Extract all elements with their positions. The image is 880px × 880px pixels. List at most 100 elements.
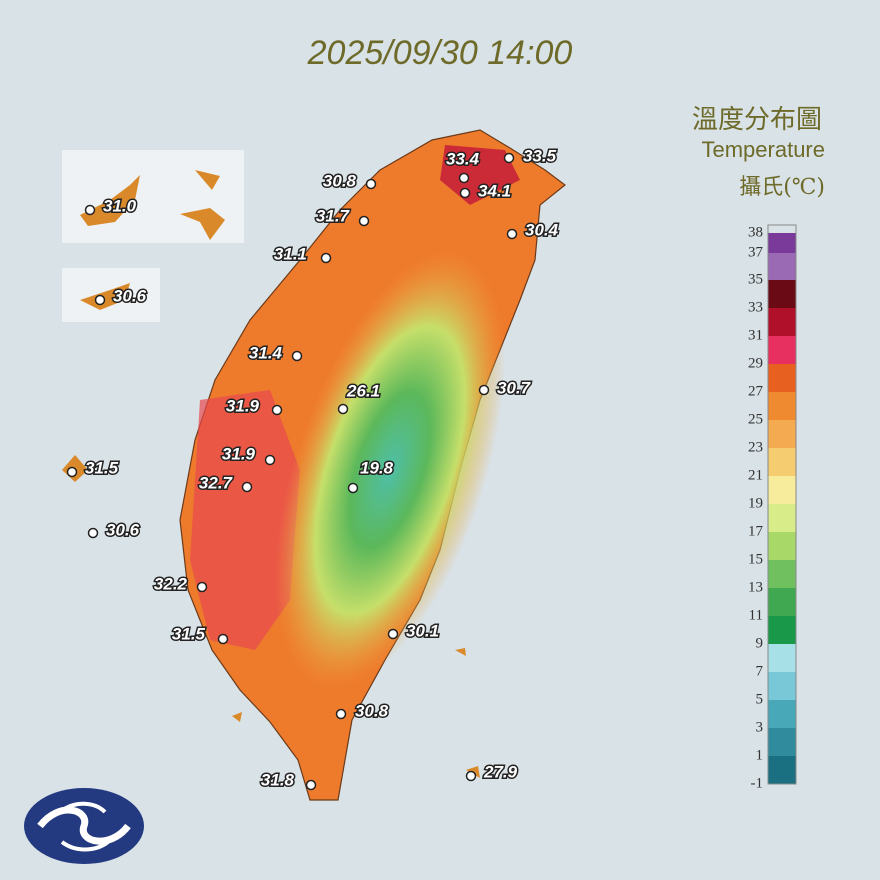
legend-swatch <box>768 364 796 392</box>
station-temperature: 31.5 <box>85 458 119 477</box>
station-temperature: 31.0 <box>103 196 137 215</box>
station-dot <box>94 294 106 306</box>
legend-swatch <box>768 588 796 616</box>
station-dot <box>320 252 332 264</box>
station-temperature: 30.1 <box>406 621 439 640</box>
station-temperature: 26.1 <box>346 381 380 400</box>
station-dot <box>347 482 359 494</box>
station-dot <box>271 404 283 416</box>
station-dot <box>291 350 303 362</box>
station-temperature: 19.8 <box>360 458 394 477</box>
station-temperature: 31.8 <box>261 770 295 789</box>
station-temperature: 33.4 <box>446 149 480 168</box>
station-temperature: 30.6 <box>113 286 147 305</box>
station-temperature: 33.5 <box>523 146 557 165</box>
station-dot <box>264 454 276 466</box>
legend-tick-label: 19 <box>748 495 763 511</box>
legend-tick-label: 35 <box>748 271 763 287</box>
station-dot <box>241 481 253 493</box>
station-temperature: 30.8 <box>323 171 357 190</box>
legend-tick-label: 11 <box>749 607 763 623</box>
legend-tick-label: 29 <box>748 355 763 371</box>
legend-tick-label: 17 <box>748 523 764 539</box>
legend-swatch <box>768 504 796 532</box>
legend-tick-label: 9 <box>756 635 764 651</box>
station-temperature: 31.5 <box>172 624 206 643</box>
legend-swatch <box>768 532 796 560</box>
legend-swatch <box>768 336 796 364</box>
legend-swatch <box>768 756 796 784</box>
legend-swatch <box>768 728 796 756</box>
legend-tick-label: 1 <box>756 747 764 763</box>
hot-region <box>440 145 520 205</box>
station-temperature: 31.7 <box>316 206 351 225</box>
station-dot <box>506 228 518 240</box>
legend-tick-label: 3 <box>756 719 764 735</box>
station-temperature: 34.1 <box>478 181 511 200</box>
legend-tick-label: 7 <box>756 663 764 679</box>
station-temperature: 31.9 <box>226 396 260 415</box>
station-temperature: 30.6 <box>106 520 140 539</box>
legend-swatch <box>768 392 796 420</box>
station-dot <box>358 215 370 227</box>
station-dot <box>387 628 399 640</box>
legend-tick-label: -1 <box>751 775 764 791</box>
legend-swatch <box>768 616 796 644</box>
legend-tick-label: 27 <box>748 383 764 399</box>
legend-swatch <box>768 476 796 504</box>
legend-swatch <box>768 280 796 308</box>
legend-swatch <box>768 308 796 336</box>
legend-swatch <box>768 420 796 448</box>
legend-subtitle: Temperature <box>701 137 825 162</box>
station-temperature: 31.9 <box>222 444 256 463</box>
legend-tick-label: 5 <box>756 691 764 707</box>
legend-tick-label: 38 <box>748 224 763 240</box>
legend-tick-label: 37 <box>748 244 764 260</box>
station-temperature: 30.7 <box>497 378 532 397</box>
island <box>80 170 225 240</box>
hot-region <box>190 390 300 650</box>
station-dot <box>305 779 317 791</box>
station-dot <box>335 708 347 720</box>
legend-unit: 攝氏(℃) <box>739 175 825 200</box>
station-temperature: 31.1 <box>274 244 307 263</box>
legend-swatch <box>768 253 796 280</box>
station-dot <box>503 152 515 164</box>
station-dot <box>217 633 229 645</box>
legend-tick-label: 13 <box>748 579 763 595</box>
station-dot <box>458 172 470 184</box>
legend-swatch <box>768 700 796 728</box>
station-dot <box>196 581 208 593</box>
station-dot <box>337 403 349 415</box>
station-dot <box>478 384 490 396</box>
logo <box>24 788 144 864</box>
station-dot <box>84 204 96 216</box>
legend-swatch <box>768 672 796 700</box>
station-dot <box>365 178 377 190</box>
station-temperature: 30.4 <box>525 220 559 239</box>
legend-swatch <box>768 448 796 476</box>
legend-tick-label: 23 <box>748 439 763 455</box>
legend-tick-label: 31 <box>748 327 763 343</box>
legend-tick-label: 15 <box>748 551 763 567</box>
station-dot <box>66 466 78 478</box>
station-temperature: 32.7 <box>199 473 234 492</box>
station-temperature: 27.9 <box>483 762 518 781</box>
station-temperature: 31.4 <box>249 343 283 362</box>
legend-swatch <box>768 233 796 253</box>
station-temperature: 30.8 <box>355 701 389 720</box>
legend-title: 溫度分布圖 <box>692 105 822 135</box>
legend-swatch <box>768 560 796 588</box>
legend-frame <box>767 224 797 785</box>
mountain-region <box>275 249 505 691</box>
station-dot <box>465 770 477 782</box>
legend-tick-label: 21 <box>748 467 763 483</box>
legend-tick-label: 25 <box>748 411 763 427</box>
station-dot <box>459 187 471 199</box>
station-temperature: 32.2 <box>154 574 188 593</box>
station-dot <box>87 527 99 539</box>
legend-swatch <box>768 644 796 672</box>
legend-tick-label: 33 <box>748 299 763 315</box>
map-title: 2025/09/30 14:00 <box>307 34 573 72</box>
